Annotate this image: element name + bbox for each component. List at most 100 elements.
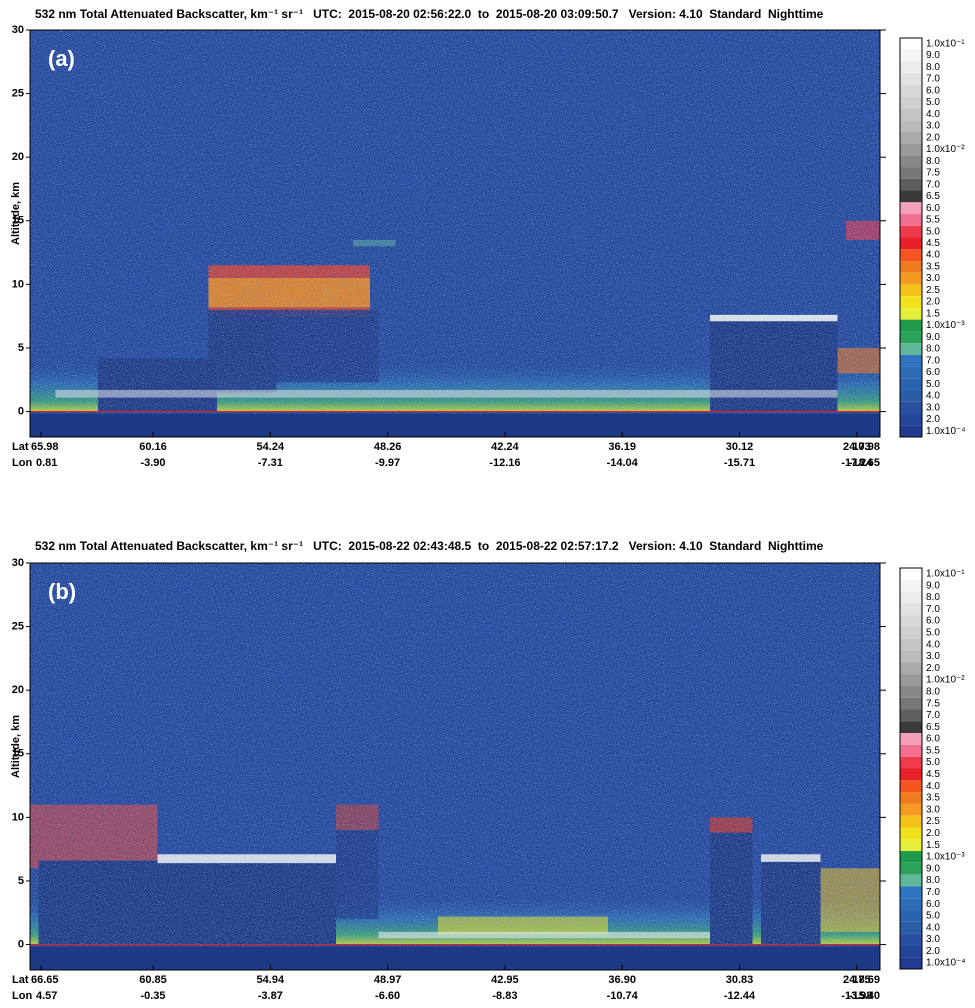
y-tick-label: 15 [12,748,24,760]
colorbar-label: 1.0x10⁻¹ [926,39,965,50]
colorbar-label: 6.0 [926,367,940,378]
speckle [30,30,880,437]
colorbar-label: 5.0 [926,911,940,922]
colorbar-label: 8.0 [926,344,940,355]
colorbar-cell [900,697,922,710]
colorbar-label: 4.0 [926,781,940,792]
colorbar-label: 1.0x10⁻¹ [926,569,965,580]
colorbar-cell [900,638,922,651]
colorbar-label: 2.5 [926,285,940,296]
colorbar-label: 8.0 [926,156,940,167]
lat-label: 24.03 [843,441,871,453]
lat-label: 36.19 [608,441,636,453]
colorbar-label: 5.0 [926,628,940,639]
lat-label: 66.65 [31,974,59,986]
colorbar-cell [900,120,922,132]
colorbar-cell [900,579,922,592]
y-tick-label: 5 [18,342,24,354]
lon-label: -3.87 [258,990,283,1002]
colorbar-label: 2.0 [926,663,940,674]
colorbar-cell [900,425,922,437]
colorbar-cell [900,38,922,50]
lon-label: -15.71 [724,457,755,469]
colorbar-label: 6.0 [926,616,940,627]
colorbar-cell [900,319,922,332]
lon-label: -0.35 [140,990,165,1002]
lat-label: 60.16 [139,441,167,453]
colorbar-label: 1.0x10⁻² [926,675,965,686]
colorbar-label: 5.0 [926,97,940,108]
lon-label: -8.83 [492,990,517,1002]
colorbar-label: 9.0 [926,332,940,343]
lat-label: 48.26 [374,441,402,453]
colorbar-cell [900,650,922,663]
colorbar-label: 7.0 [926,604,940,615]
colorbar-cell [900,237,922,250]
lat-label: 54.24 [257,441,285,453]
colorbar-label: 9.0 [926,580,940,591]
colorbar-label: 6.0 [926,203,940,214]
lat-title: Lat [12,974,29,986]
lat-label: 54.94 [257,974,285,986]
colorbar-label: 3.0 [926,273,940,284]
colorbar-label: 6.5 [926,722,940,733]
colorbar-label: 5.0 [926,226,940,237]
colorbar-cell [900,862,922,875]
y-tick-label: 10 [12,811,24,823]
colorbar-label: 5.0 [926,379,940,390]
colorbar-label: 1.0x10⁻³ [926,320,965,331]
lat-label: 36.90 [608,974,636,986]
colorbar-cell [900,815,922,828]
panel: 532 nm Total Attenuated Backscatter, km⁻… [10,7,966,469]
colorbar-label: 4.0 [926,250,940,261]
colorbar-cell [900,851,922,863]
colorbar-label: 3.0 [926,804,940,815]
colorbar-cell [900,73,922,85]
colorbar-cell [900,957,922,969]
colorbar-label: 1.0x10⁻⁴ [926,426,966,437]
lat-label: 24.75 [843,974,871,986]
colorbar-cell [900,61,922,74]
colorbar-label: 9.0 [926,863,940,874]
colorbar-cell [900,744,922,757]
lat-label: 17.98 [852,441,880,453]
lat-label: 65.98 [31,441,59,453]
colorbar-label: 6.0 [926,85,940,96]
colorbar-label: 3.0 [926,121,940,132]
colorbar-label: 3.0 [926,651,940,662]
colorbar-label: 8.0 [926,592,940,603]
colorbar-cell [900,827,922,840]
y-tick-label: 20 [12,684,24,696]
colorbar-label: 1.5 [926,308,940,319]
lon-label: -14.04 [607,457,639,469]
colorbar-label: 2.0 [926,132,940,143]
colorbar-cell [900,898,922,911]
colorbar-cell [900,933,922,946]
colorbar-cell [900,84,922,97]
colorbar-label: 7.5 [926,698,940,709]
colorbar-label: 3.5 [926,261,940,272]
lon-label: -12.44 [724,990,756,1002]
y-axis-label: Altitude, km [10,715,22,778]
lon-label: -10.74 [607,990,639,1002]
lat-title: Lat [12,441,29,453]
colorbar-cell [900,413,922,426]
colorbar-label: 8.0 [926,875,940,886]
lon-label: -13.98 [841,990,872,1002]
colorbar-cell [900,685,922,698]
colorbar-cell [900,709,922,722]
colorbar-label: 2.0 [926,414,940,425]
lat-label: 18.69 [852,974,880,986]
panel-title: 532 nm Total Attenuated Backscatter, km⁻… [35,539,824,553]
lat-label: 60.85 [139,974,167,986]
colorbar-cell [900,780,922,793]
colorbar-cell [900,378,922,391]
colorbar-label: 7.0 [926,74,940,85]
colorbar-label: 2.5 [926,816,940,827]
colorbar-cell [900,674,922,686]
colorbar-cell [900,792,922,804]
y-axis-label: Altitude, km [10,182,22,245]
colorbar-cell [900,615,922,627]
surface-layer [30,413,880,437]
